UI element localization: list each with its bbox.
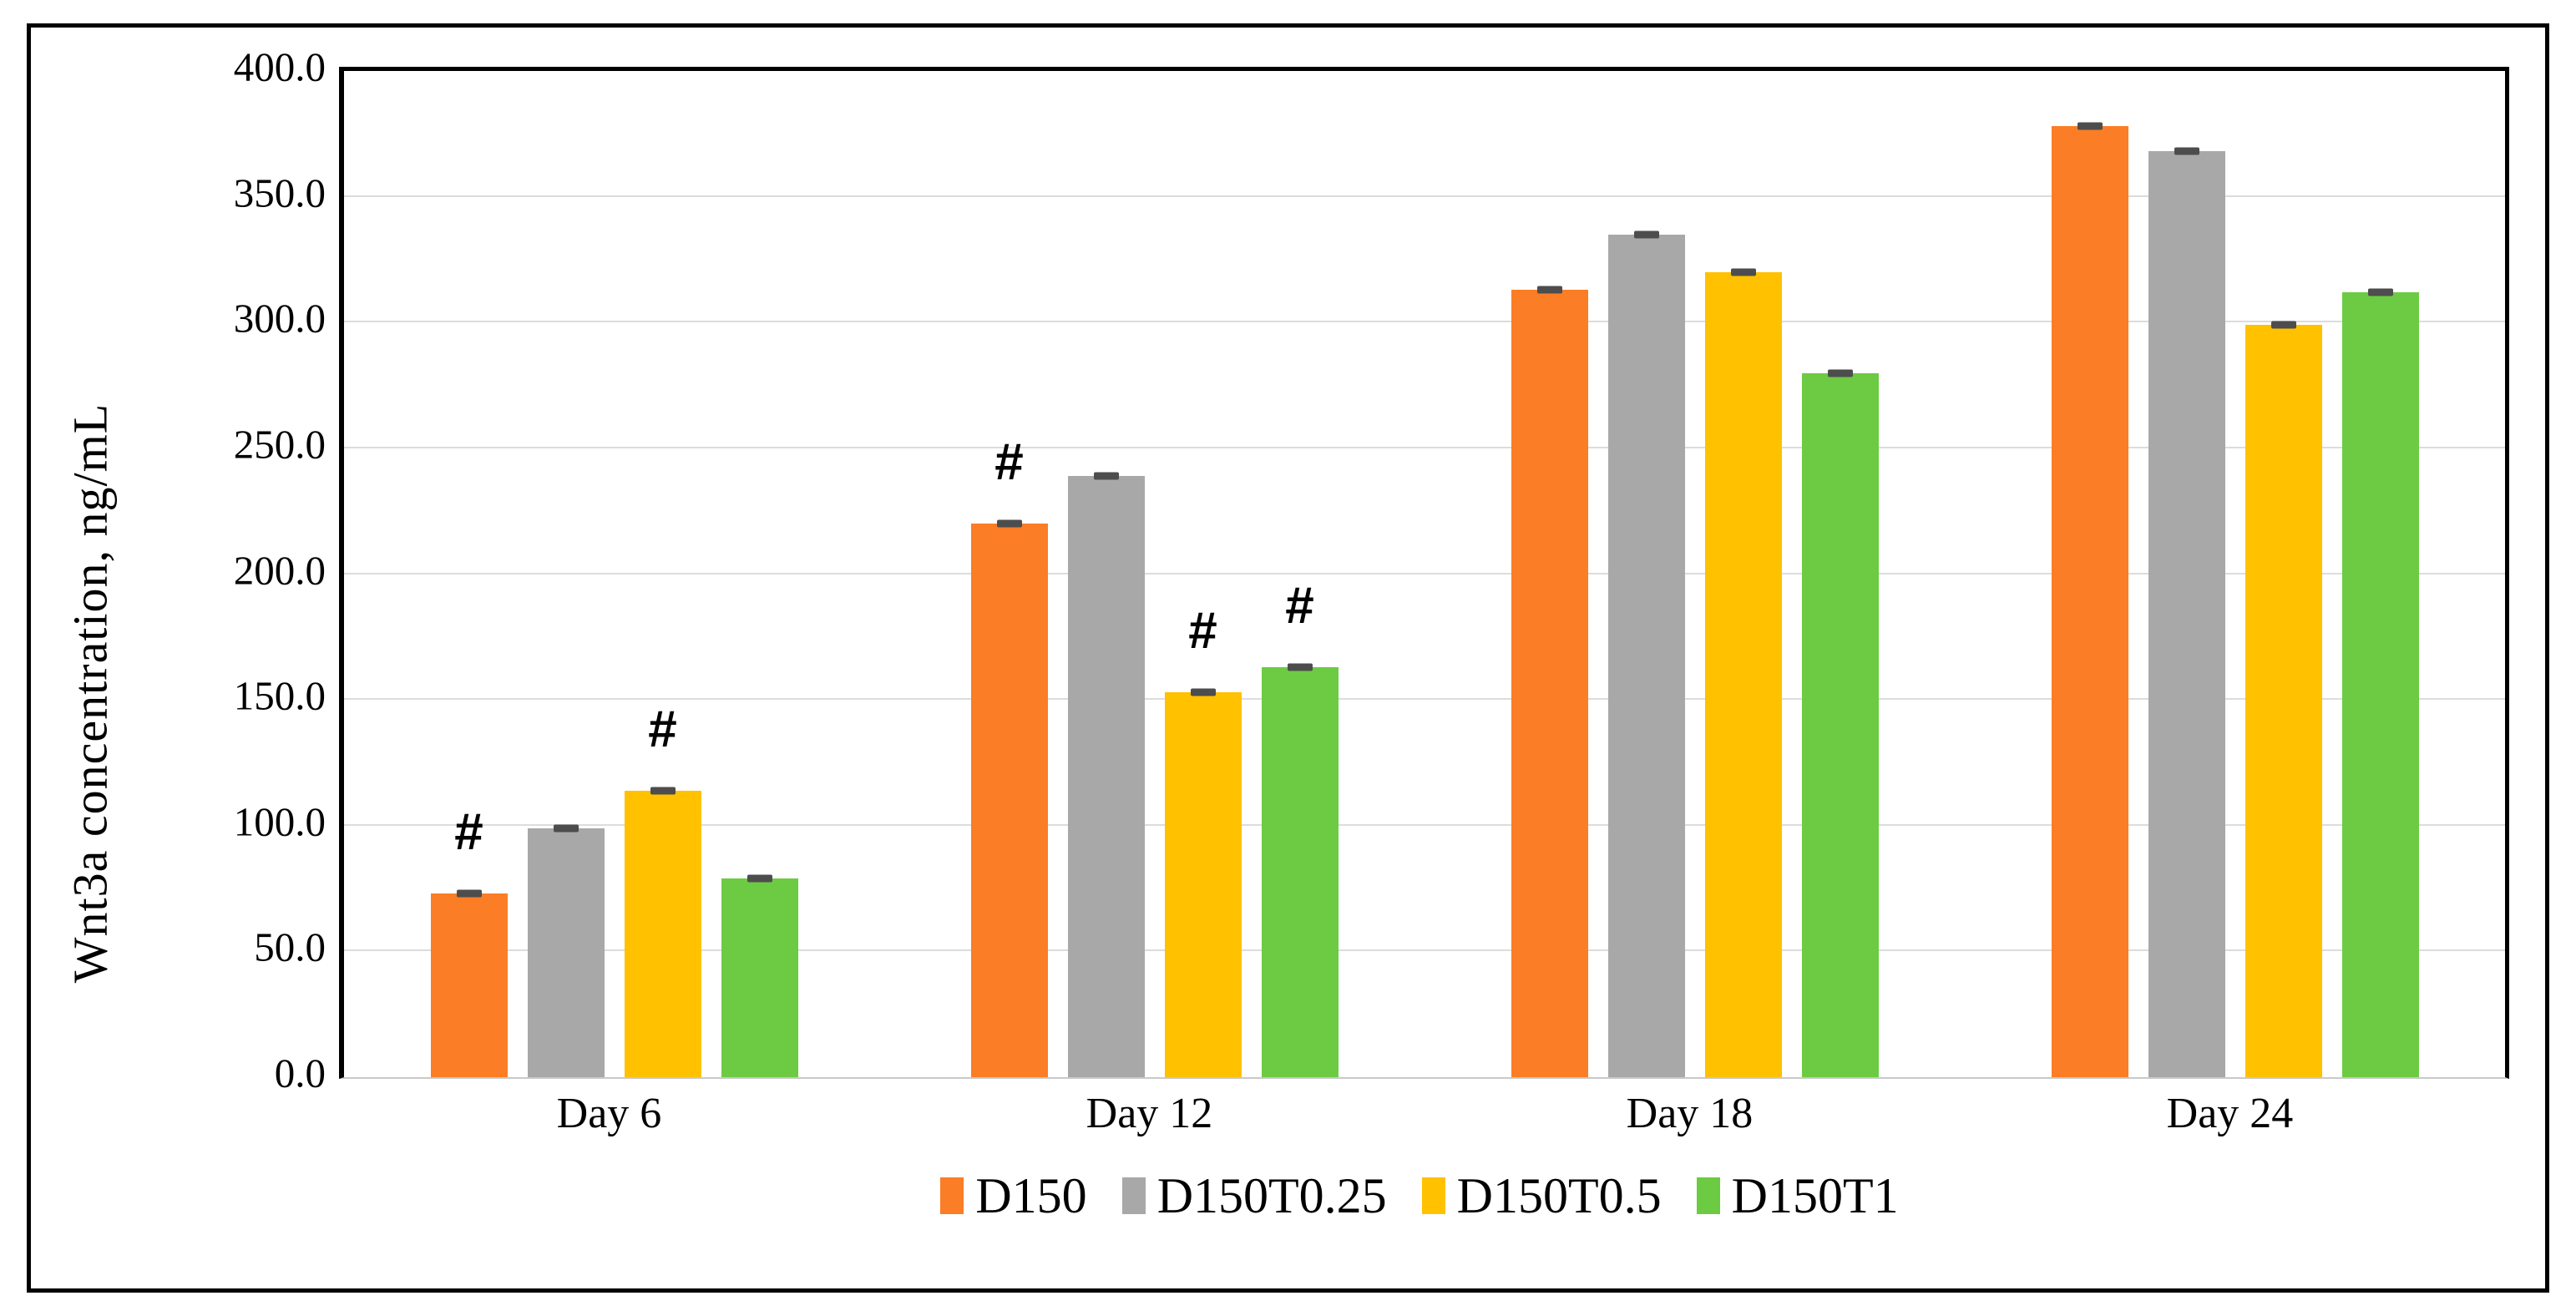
error-bar-day-24-d150 <box>2077 122 2103 130</box>
bar-day-24-d150t0-5 <box>2245 321 2322 1077</box>
significance-marker-day-6-d150t0-5: # <box>648 700 677 758</box>
bar-day-6-d150t0-25 <box>527 824 605 1077</box>
y-axis-title: Wnt3a concentration, ng/mL <box>63 402 118 984</box>
error-bar-day-18-d150t0-25 <box>1633 230 1659 239</box>
legend-swatch-d150t0-5 <box>1421 1177 1445 1214</box>
bar-day-18-d150t1 <box>1801 369 1879 1077</box>
error-bar-day-6-d150t0-5 <box>650 787 676 795</box>
bar-day-12-d150t1: # <box>1261 580 1339 1077</box>
y-tick-label-400.0: 400.0 <box>233 43 326 90</box>
significance-marker-day-12-d150t1: # <box>1285 576 1314 635</box>
bar-day-6-d150: # <box>430 807 508 1077</box>
error-bar-day-12-d150t0-5 <box>1190 688 1216 696</box>
legend-item-d150t0-25: D150T0.25 <box>1121 1168 1387 1223</box>
significance-marker-day-12-d150: # <box>994 433 1024 492</box>
bar-day-6-d150t1 <box>721 874 798 1077</box>
legend-label-d150t0-5: D150T0.5 <box>1456 1168 1662 1223</box>
legend-item-d150t0-5: D150T0.5 <box>1421 1168 1662 1223</box>
bar-group-day-6: # # <box>344 71 884 1077</box>
error-bar-day-24-d150t0-5 <box>2270 321 2296 329</box>
bar-group-day-18 <box>1425 71 1965 1077</box>
y-tick-label-200.0: 200.0 <box>233 547 326 593</box>
legend-item-d150t1: D150T1 <box>1696 1168 1899 1223</box>
legend-swatch-d150 <box>940 1177 964 1214</box>
y-tick-label-100.0: 100.0 <box>233 798 326 845</box>
plot-area: # # # # # <box>339 67 2509 1079</box>
y-tick-label-250.0: 250.0 <box>233 421 326 468</box>
y-tick-label-0.0: 0.0 <box>274 1050 326 1096</box>
bar-day-18-d150t0-5 <box>1704 268 1782 1077</box>
y-tick-label-50.0: 50.0 <box>254 924 326 970</box>
gridline-100.0 <box>344 823 2505 826</box>
legend-item-d150: D150 <box>940 1168 1087 1223</box>
error-bar-day-24-d150t1 <box>2367 288 2393 296</box>
y-tick-label-300.0: 300.0 <box>233 295 326 342</box>
bar-day-12-d150t0-5: # <box>1164 605 1242 1077</box>
bar-day-12-d150t0-25 <box>1067 472 1145 1077</box>
bar-day-18-d150 <box>1511 286 1588 1077</box>
bar-day-24-d150t0-25 <box>2148 147 2225 1077</box>
gridline-150.0 <box>344 698 2505 701</box>
bar-day-18-d150t0-25 <box>1607 230 1685 1077</box>
x-axis-label-day-12: Day 12 <box>1086 1090 1213 1137</box>
error-bar-day-6-d150 <box>456 889 482 898</box>
gridline-350.0 <box>344 195 2505 197</box>
error-bar-day-6-d150t0-25 <box>553 824 579 833</box>
bar-group-day-12: # # # <box>884 71 1425 1077</box>
significance-marker-day-6-d150: # <box>454 803 483 862</box>
y-axis-ticks: 0.0 50.0 100.0 150.0 200.0 250.0 300.0 350.0 400… <box>125 47 326 1094</box>
error-bar-day-18-d150 <box>1536 286 1562 294</box>
gridline-50.0 <box>344 949 2505 952</box>
error-bar-day-12-d150t0-25 <box>1093 472 1119 480</box>
error-bar-day-6-d150t1 <box>746 874 772 883</box>
gridline-300.0 <box>344 321 2505 323</box>
legend-swatch-d150t0-25 <box>1121 1177 1146 1214</box>
x-axis-label-day-6: Day 6 <box>556 1090 662 1137</box>
gridline-200.0 <box>344 572 2505 574</box>
y-tick-label-150.0: 150.0 <box>233 672 326 719</box>
bar-day-6-d150t0-5: # <box>624 703 701 1077</box>
legend: D150 D150T0.25 D150T0.5 D150T1 <box>339 1171 2500 1221</box>
bar-day-24-d150t1 <box>2341 288 2419 1077</box>
x-axis-label-day-24: Day 24 <box>2166 1090 2294 1137</box>
legend-swatch-d150t1 <box>1696 1177 1720 1214</box>
bar-day-24-d150 <box>2051 122 2128 1077</box>
bar-day-12-d150: # <box>970 437 1048 1077</box>
x-axis-label-day-18: Day 18 <box>1626 1090 1754 1137</box>
error-bar-day-18-d150t1 <box>1827 369 1853 377</box>
legend-label-d150t0-25: D150T0.25 <box>1156 1168 1387 1223</box>
error-bar-day-12-d150 <box>996 519 1022 528</box>
error-bar-day-18-d150t0-5 <box>1730 268 1756 276</box>
significance-marker-day-12-d150t0-5: # <box>1188 602 1217 661</box>
x-axis-labels: Day 6 Day 12 Day 18 Day 24 <box>339 1089 2500 1138</box>
error-bar-day-24-d150t0-25 <box>2174 147 2199 155</box>
gridline-250.0 <box>344 446 2505 448</box>
y-tick-label-350.0: 350.0 <box>233 170 326 216</box>
error-bar-day-12-d150t1 <box>1287 663 1313 671</box>
legend-label-d150t1: D150T1 <box>1731 1168 1899 1223</box>
legend-label-d150: D150 <box>975 1168 1087 1223</box>
bars-row: # # # # # <box>344 71 2505 1077</box>
bar-group-day-24 <box>1965 71 2505 1077</box>
